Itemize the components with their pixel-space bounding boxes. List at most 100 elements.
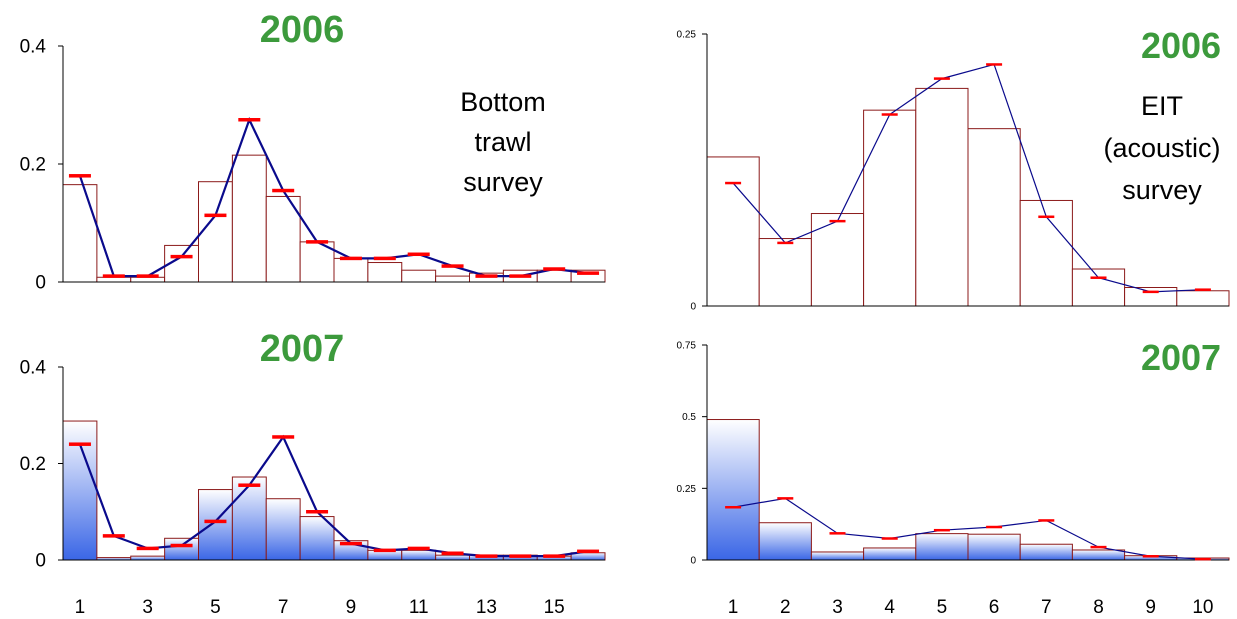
x-tick-label: 15 [544, 597, 565, 618]
bar [435, 275, 471, 283]
series-marker [509, 274, 532, 278]
y-tick-label: 0 [690, 556, 696, 567]
x-tick-label: 13 [476, 597, 497, 618]
series-marker [1090, 545, 1107, 549]
series-marker [1038, 519, 1055, 522]
year-label: 2006 [260, 9, 345, 51]
bar [758, 238, 812, 307]
y-tick-label: 0.25 [677, 484, 697, 495]
x-tick-label: 9 [1145, 597, 1156, 618]
x-tick-label: 8 [1093, 597, 1104, 618]
x-tick-label: 5 [210, 597, 221, 618]
y-tick-label: 0 [690, 302, 696, 313]
series-marker [339, 256, 362, 261]
series-marker [1142, 290, 1159, 294]
bar [706, 419, 760, 561]
bar [231, 154, 267, 283]
series-marker [475, 274, 498, 278]
series-marker [339, 541, 362, 546]
series-marker [543, 554, 566, 558]
y-tick-label: 0 [35, 273, 46, 294]
series-marker [1090, 276, 1107, 279]
y-tick-label: 0.4 [20, 358, 47, 379]
survey-label-line: Bottom [460, 87, 546, 117]
series-marker [68, 442, 91, 446]
bar [401, 549, 437, 561]
bar [967, 128, 1021, 307]
series-line [732, 497, 1203, 560]
x-tick-label: 10 [1192, 597, 1213, 618]
series-marker [136, 546, 159, 551]
bar [758, 522, 812, 561]
series-marker [1194, 288, 1211, 291]
bar [1019, 543, 1073, 561]
series-marker [102, 534, 125, 538]
y-tick-label: 0.5 [682, 412, 696, 423]
bar [401, 269, 437, 283]
series-marker [204, 213, 227, 218]
series-marker [102, 274, 125, 278]
series-marker [1038, 215, 1055, 219]
chart-eit-2006: 0.25 0 2006 EIT (acoustic) survey [677, 25, 1230, 313]
series-marker [509, 554, 532, 558]
series-marker [725, 181, 742, 185]
x-tick-label: 3 [832, 597, 843, 618]
series-marker [272, 188, 295, 193]
series-marker [986, 63, 1003, 66]
series-marker [441, 551, 464, 555]
bar [367, 262, 403, 283]
series-marker [170, 543, 193, 548]
survey-label-line: survey [1122, 175, 1202, 205]
series-line [78, 434, 589, 558]
year-label: 2007 [260, 328, 345, 370]
series-marker [407, 252, 430, 257]
bar [1019, 199, 1073, 307]
bar [1176, 290, 1230, 307]
bar [62, 420, 98, 561]
chart-bottom-trawl-2006: 0.4 0.2 0 2006 Bottom trawl survey [20, 9, 606, 294]
series-marker [441, 264, 464, 268]
series-marker [68, 174, 91, 178]
bar [863, 109, 917, 307]
series-marker [475, 554, 498, 558]
series-marker [829, 532, 846, 535]
bar [265, 498, 301, 561]
series-marker [238, 483, 261, 487]
series-marker [881, 113, 898, 116]
bar [435, 554, 471, 561]
bar [164, 537, 200, 561]
x-tick-label: 11 [409, 597, 429, 618]
series-marker [1194, 557, 1211, 561]
bar [231, 476, 267, 561]
series-marker [543, 267, 566, 271]
x-tick-label: 7 [1041, 597, 1052, 618]
series-marker [577, 549, 600, 554]
series-marker [306, 510, 329, 514]
series-marker [777, 241, 794, 245]
bar [1071, 268, 1126, 307]
series-line [78, 116, 589, 278]
x-tick-label: 3 [142, 597, 153, 618]
survey-label-line: survey [463, 167, 543, 197]
y-tick-label: 0.2 [20, 155, 46, 176]
x-tick-label: 6 [989, 597, 1000, 618]
survey-label-line: (acoustic) [1103, 133, 1220, 163]
x-tick-label: 5 [937, 597, 948, 618]
bar [863, 547, 917, 561]
series-marker [933, 77, 950, 80]
bar [915, 533, 969, 561]
year-label: 2006 [1141, 25, 1221, 66]
series-marker [238, 118, 261, 122]
bar [810, 551, 865, 561]
series-marker [725, 506, 742, 509]
chart-eit-2007: 0.75 0.5 0.25 0 1 2 3 4 5 6 7 8 9 10 2007 [677, 337, 1230, 618]
survey-label-line: EIT [1141, 91, 1183, 121]
series-marker [204, 519, 227, 524]
series-marker [272, 435, 295, 439]
series-marker [986, 525, 1003, 529]
series-marker [829, 219, 846, 223]
series-marker [170, 254, 193, 259]
x-tick-label: 4 [884, 597, 895, 618]
series-marker [881, 537, 898, 540]
